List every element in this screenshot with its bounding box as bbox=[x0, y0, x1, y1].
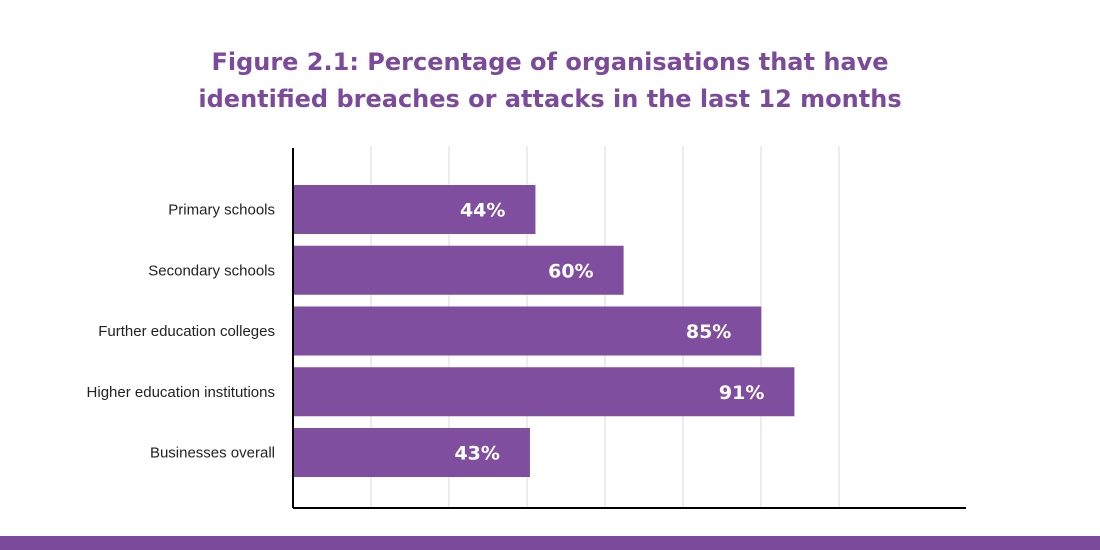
value-label: 60% bbox=[548, 260, 593, 282]
category-label: Further education colleges bbox=[98, 323, 275, 340]
bar bbox=[293, 428, 530, 477]
value-label: 85% bbox=[686, 321, 731, 343]
chart-title-line-2: identified breaches or attacks in the la… bbox=[198, 85, 902, 113]
bar bbox=[293, 367, 795, 417]
bars bbox=[293, 185, 795, 477]
category-label: Higher education institutions bbox=[87, 384, 275, 401]
value-label: 43% bbox=[454, 443, 499, 465]
category-labels: Primary schools Secondary schools Further … bbox=[87, 202, 275, 462]
bar bbox=[293, 306, 762, 356]
category-label: Businesses overall bbox=[150, 445, 275, 462]
category-label: Secondary schools bbox=[148, 262, 275, 279]
chart-title: Figure 2.1: Percentage of organisations … bbox=[0, 44, 1100, 118]
chart-title-line-1: Figure 2.1: Percentage of organisations … bbox=[211, 48, 889, 76]
value-label: 91% bbox=[719, 382, 764, 404]
footer-band bbox=[0, 536, 1100, 550]
value-label: 44% bbox=[460, 200, 505, 222]
bar bbox=[293, 245, 624, 295]
bar bbox=[293, 185, 536, 234]
value-labels: 44% 60% 85% 91% 43% bbox=[454, 200, 764, 465]
category-label: Primary schools bbox=[168, 202, 275, 219]
